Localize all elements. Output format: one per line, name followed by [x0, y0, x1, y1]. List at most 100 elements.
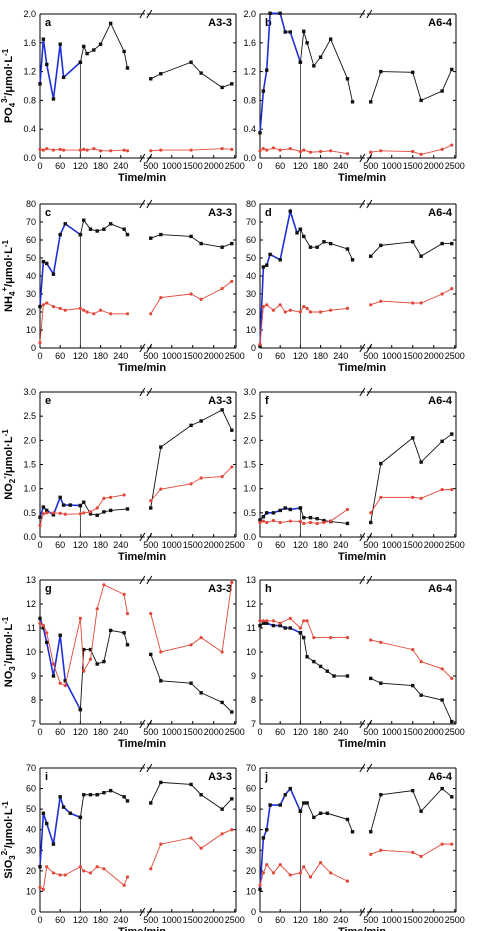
y-tick-label: 70	[26, 217, 36, 227]
y-tick-label: 11	[27, 623, 36, 633]
data-point-red	[345, 636, 350, 640]
data-point-blue	[51, 97, 56, 101]
data-point-blue	[58, 795, 62, 799]
data-point-black	[369, 100, 373, 104]
data-point-blue	[68, 503, 72, 507]
series-line-blue	[259, 208, 301, 347]
data-point-red	[63, 308, 67, 312]
axis-break-mark	[359, 907, 366, 917]
data-point-red	[61, 148, 66, 152]
data-point-red	[271, 619, 276, 623]
panel-letter: i	[45, 771, 48, 783]
data-point-red	[298, 149, 302, 154]
x-tick-label: 500	[143, 161, 158, 171]
data-point-red	[265, 303, 269, 307]
series-line-red	[370, 843, 452, 857]
data-point-red	[230, 279, 234, 283]
data-point-red	[159, 650, 163, 654]
series-line-black	[300, 632, 348, 677]
data-point-black	[411, 788, 415, 793]
data-point-red	[102, 496, 106, 500]
data-point-red	[82, 511, 86, 515]
y-tick-label: 50	[26, 253, 36, 263]
x-tick-label: 1000	[382, 161, 402, 171]
data-point-black	[322, 240, 326, 244]
data-point-red	[220, 287, 224, 291]
x-tick-label: 1000	[382, 351, 402, 361]
data-point-blue	[278, 803, 282, 807]
data-point-black	[315, 516, 319, 521]
data-point-red	[440, 488, 444, 492]
data-point-black	[419, 809, 423, 813]
data-point-black	[345, 817, 350, 822]
x-tick-label: 180	[313, 915, 328, 925]
x-tick-label: 180	[313, 161, 328, 171]
data-point-red	[440, 667, 444, 671]
data-point-blue	[283, 793, 287, 797]
axis-break-mark	[366, 9, 373, 19]
data-point-black	[450, 719, 454, 724]
data-point-red	[51, 511, 56, 515]
data-point-black	[230, 82, 234, 86]
data-point-blue	[45, 508, 49, 513]
data-point-red	[278, 863, 282, 867]
x-tick-label: 500	[143, 915, 158, 925]
y-tick-label: 9	[31, 671, 36, 681]
data-point-blue	[45, 261, 49, 266]
axis-break-mark	[139, 719, 146, 729]
y-tick-label: 2.0	[243, 9, 256, 19]
series-line-black	[299, 31, 353, 102]
data-point-black	[411, 436, 415, 440]
data-point-red	[302, 305, 306, 309]
data-point-black	[189, 60, 193, 64]
data-point-black	[125, 507, 130, 511]
data-point-red	[230, 465, 234, 469]
data-point-black	[302, 234, 306, 239]
data-point-red	[298, 626, 302, 630]
y-tick-label: 1.0	[243, 484, 256, 494]
series-line-black	[150, 61, 232, 88]
y-tick-label: 1.2	[23, 67, 36, 77]
x-tick-label: 60	[275, 727, 285, 737]
data-point-red	[329, 149, 333, 153]
data-point-red	[199, 636, 203, 640]
data-point-black	[159, 232, 163, 237]
data-point-black	[199, 419, 203, 423]
data-point-blue	[258, 518, 262, 522]
data-point-black	[82, 218, 86, 222]
data-point-red	[189, 148, 193, 152]
data-point-red	[302, 521, 306, 526]
x-tick-label: 1000	[382, 915, 402, 925]
data-point-blue	[41, 259, 46, 264]
data-point-red	[149, 312, 153, 316]
axis-break-mark	[359, 153, 366, 163]
y-tick-label: 1.6	[23, 38, 36, 48]
data-point-red	[329, 871, 333, 875]
panel-letter: g	[45, 583, 52, 595]
x-tick-label: 60	[55, 915, 65, 925]
x-tick-label: 180	[313, 351, 328, 361]
y-axis-title: PO43-/μmol·L-1	[0, 48, 17, 123]
data-point-red	[63, 684, 67, 688]
y-tick-label: 30	[26, 845, 36, 855]
y-tick-label: 40	[26, 825, 36, 835]
data-point-blue	[61, 503, 66, 507]
data-point-black	[345, 247, 350, 251]
x-axis-title: Time/min	[338, 362, 386, 374]
series-line-black	[150, 409, 233, 509]
data-point-blue	[288, 626, 292, 630]
data-point-red	[41, 303, 45, 307]
data-point-black	[122, 631, 126, 635]
data-point-blue	[63, 679, 67, 683]
data-point-black	[149, 236, 153, 240]
data-point-black	[88, 793, 93, 797]
data-point-black	[108, 222, 113, 226]
data-point-red	[41, 887, 45, 891]
data-point-red	[78, 306, 82, 310]
data-point-black	[82, 500, 86, 504]
data-point-blue	[261, 89, 266, 93]
panel-h: 7 8 9 10 11 12 13 0 60 120 180 240 500 1000 1500 2000 25…	[246, 575, 465, 750]
data-point-red	[45, 631, 49, 635]
data-point-red	[411, 495, 415, 499]
